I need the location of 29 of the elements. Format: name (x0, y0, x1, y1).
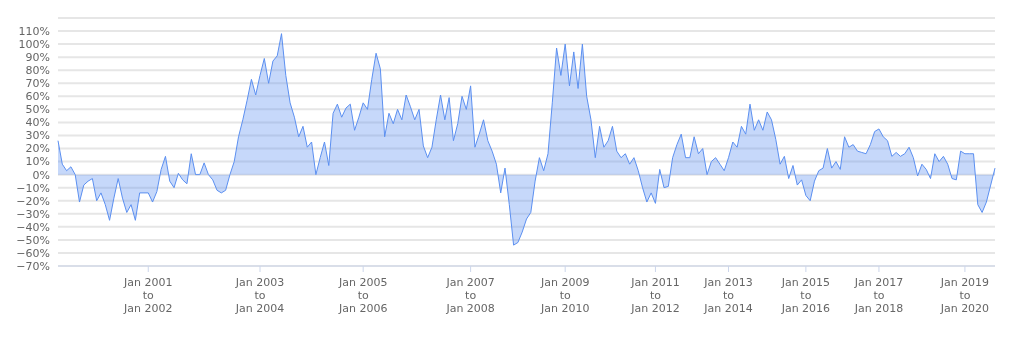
x-tick-label: Jan 2019 to Jan 2020 (939, 276, 990, 315)
y-tick-label: 0% (32, 168, 50, 182)
x-tick-label: Jan 2011 to Jan 2012 (630, 276, 680, 315)
y-tick-label: −60% (16, 246, 50, 260)
x-tick-label: Jan 2003 to Jan 2004 (234, 276, 285, 315)
x-tick-label: Jan 2013 to Jan 2014 (703, 276, 753, 315)
y-tick-label: 60% (25, 90, 50, 104)
y-tick-label: −30% (16, 207, 50, 221)
x-tick-label: Jan 2017 to Jan 2018 (853, 276, 904, 315)
x-tick-label: Jan 2009 to Jan 2010 (539, 276, 590, 315)
y-tick-label: 30% (25, 129, 50, 143)
y-tick-label: −50% (16, 233, 50, 247)
y-tick-label: −20% (16, 194, 50, 208)
y-tick-label: 20% (25, 142, 50, 156)
y-tick-label: 110% (18, 24, 50, 38)
x-tick-label: Jan 2015 to Jan 2016 (780, 276, 831, 315)
y-tick-label: −40% (16, 220, 50, 234)
y-tick-label: 10% (25, 155, 50, 169)
y-tick-label: 80% (25, 64, 50, 78)
x-tick-label: Jan 2005 to Jan 2006 (337, 276, 388, 315)
x-tick-label: Jan 2001 to Jan 2002 (123, 276, 173, 315)
y-tick-label: 90% (25, 51, 50, 65)
x-tick-label: Jan 2007 to Jan 2008 (445, 276, 495, 315)
y-tick-label: 100% (18, 38, 50, 52)
y-tick-label: −70% (16, 259, 50, 273)
y-tick-label: 50% (25, 103, 50, 117)
y-tick-label: 40% (25, 116, 50, 130)
y-tick-label: −10% (16, 181, 50, 195)
y-tick-label: 70% (25, 77, 50, 91)
